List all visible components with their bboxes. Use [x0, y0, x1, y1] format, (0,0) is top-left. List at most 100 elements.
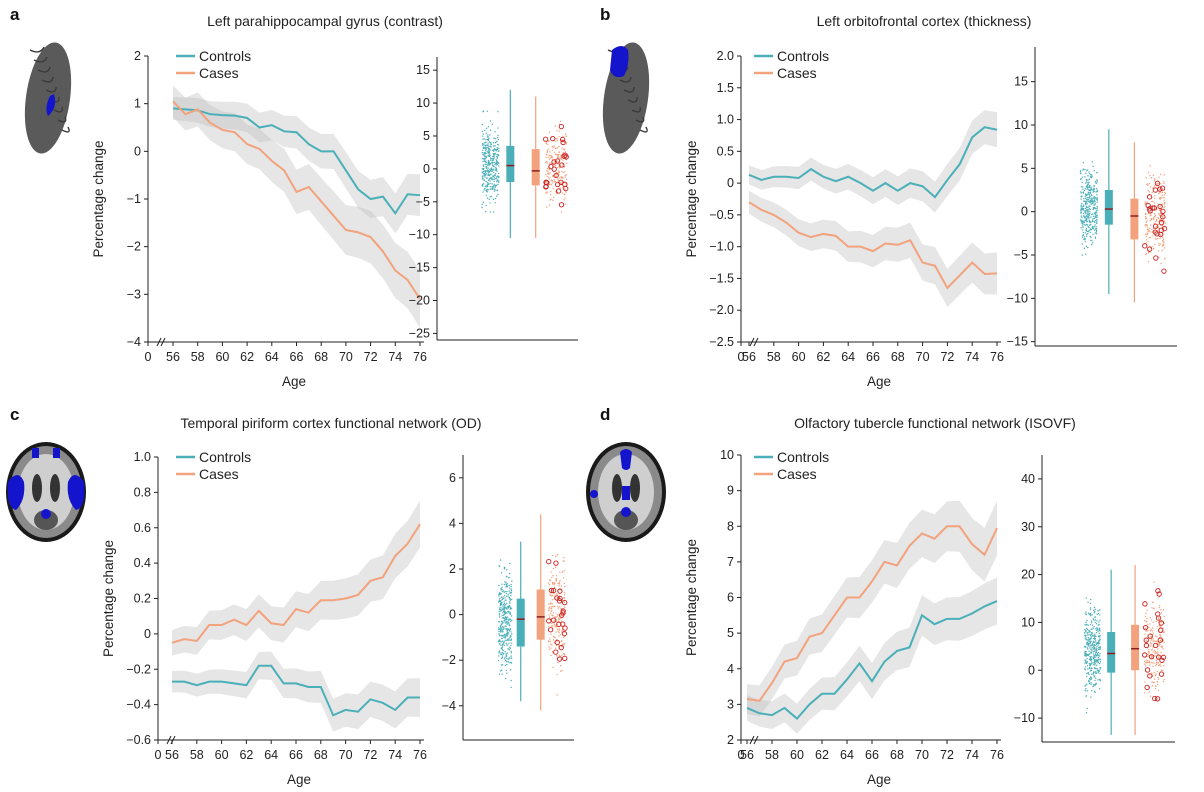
scatter-point-cases [1149, 616, 1151, 619]
scatter-point-cases [1152, 651, 1154, 653]
scatter-point-cases [1153, 202, 1156, 204]
scatter-point-controls [1088, 181, 1090, 183]
scatter-point-cases [563, 148, 566, 151]
scatter-point-controls [1091, 614, 1093, 616]
scatter-point-controls [1094, 679, 1096, 682]
case-outlier-marker [556, 656, 563, 662]
scatter-point-controls [1082, 212, 1085, 215]
scatter-point-controls [1081, 216, 1083, 219]
scatter-point-cases [548, 154, 550, 157]
scatter-point-controls [501, 655, 504, 657]
scatter-point-controls [1095, 672, 1097, 675]
scatter-point-cases [1161, 194, 1163, 197]
scatter-point-controls [1095, 661, 1098, 663]
axis-break-mark [749, 337, 755, 347]
scatter-point-cases [1152, 665, 1154, 668]
scatter-point-cases [559, 157, 561, 159]
scatter-point-cases [1152, 218, 1155, 221]
scatter-point-cases [1145, 253, 1148, 255]
scatter-point-controls [492, 157, 494, 160]
case-outlier-marker [1142, 601, 1148, 607]
scatter-point-cases [1154, 237, 1156, 240]
x-tick-label: 60 [215, 748, 229, 762]
scatter-point-cases [1157, 182, 1159, 185]
scatter-point-controls [489, 149, 491, 151]
scatter-point-cases [550, 612, 552, 614]
chart-title: Left orbitofrontal cortex (thickness) [817, 13, 1032, 29]
scatter-point-cases [1147, 212, 1150, 215]
scatter-point-cases [548, 183, 551, 186]
scatter-point-cases [557, 582, 559, 584]
scatter-point-controls [1093, 647, 1095, 650]
scatter-point-controls [1098, 678, 1101, 681]
scatter-point-controls [482, 191, 484, 193]
scatter-point-controls [1093, 658, 1096, 661]
scatter-point-controls [491, 187, 493, 189]
scatter-point-controls [1087, 200, 1090, 203]
x-tick-label: 76 [413, 350, 427, 364]
scatter-point-cases [551, 622, 553, 625]
scatter-point-cases [1156, 225, 1158, 228]
scatter-point-controls [1086, 188, 1088, 190]
scatter-point-controls [506, 652, 509, 654]
y-tick-label: −2.0 [709, 303, 734, 317]
scatter-point-controls [501, 646, 504, 648]
scatter-point-cases [1152, 675, 1154, 677]
scatter-point-cases [561, 164, 564, 166]
scatter-point-controls [496, 159, 498, 162]
scatter-point-controls [506, 608, 508, 610]
scatter-point-cases [565, 178, 568, 181]
confidence-band-cases [749, 190, 997, 308]
scatter-point-controls [1099, 646, 1101, 648]
scatter-point-controls [497, 655, 500, 657]
case-outlier-marker [547, 627, 554, 633]
scatter-point-controls [1087, 601, 1089, 603]
box-controls [1104, 190, 1113, 225]
scatter-point-cases [561, 147, 563, 149]
scatter-point-controls [1093, 187, 1095, 190]
scatter-point-cases [1159, 212, 1162, 215]
scatter-point-cases [1160, 651, 1162, 654]
scatter-point-cases [1163, 203, 1166, 205]
scatter-point-controls [1095, 225, 1097, 228]
scatter-point-controls [1089, 623, 1092, 626]
brain-roi-highlight [67, 475, 85, 510]
scatter-point-controls [1094, 196, 1096, 199]
x-tick-label: 60 [792, 350, 806, 364]
scatter-point-cases [1152, 174, 1154, 176]
scatter-point-cases [559, 177, 561, 179]
scatter-point-controls [482, 160, 484, 163]
scatter-point-controls [1096, 620, 1098, 622]
case-outlier-marker [562, 655, 568, 662]
scatter-point-controls [1096, 171, 1098, 174]
axis-break-mark [753, 337, 759, 347]
scatter-point-cases [1143, 620, 1146, 622]
scatter-point-controls [1094, 641, 1096, 643]
scatter-point-controls [508, 584, 510, 587]
scatter-point-cases [1164, 257, 1166, 260]
x-tick-label: 56 [742, 350, 756, 364]
scatter-point-controls [486, 181, 489, 184]
scatter-point-controls [1090, 636, 1092, 638]
scatter-point-controls [510, 607, 513, 610]
scatter-point-cases [1151, 627, 1154, 629]
scatter-point-controls [1098, 609, 1101, 611]
scatter-point-cases [548, 648, 551, 651]
scatter-point-controls [1088, 186, 1091, 189]
scatter-point-cases [554, 181, 556, 183]
scatter-point-controls [1084, 655, 1086, 657]
brain-surface [24, 42, 72, 154]
scatter-point-controls [1086, 657, 1088, 660]
scatter-point-controls [1092, 215, 1095, 217]
scatter-point-cases [1158, 644, 1161, 646]
scatter-point-cases [1163, 622, 1166, 625]
scatter-point-cases [555, 555, 557, 558]
scatter-point-controls [490, 168, 493, 171]
scatter-point-controls [1082, 176, 1084, 178]
scatter-point-controls [1088, 630, 1091, 632]
scatter-point-controls [1096, 205, 1098, 208]
scatter-point-controls [1091, 201, 1094, 203]
scatter-point-controls [1095, 228, 1097, 231]
